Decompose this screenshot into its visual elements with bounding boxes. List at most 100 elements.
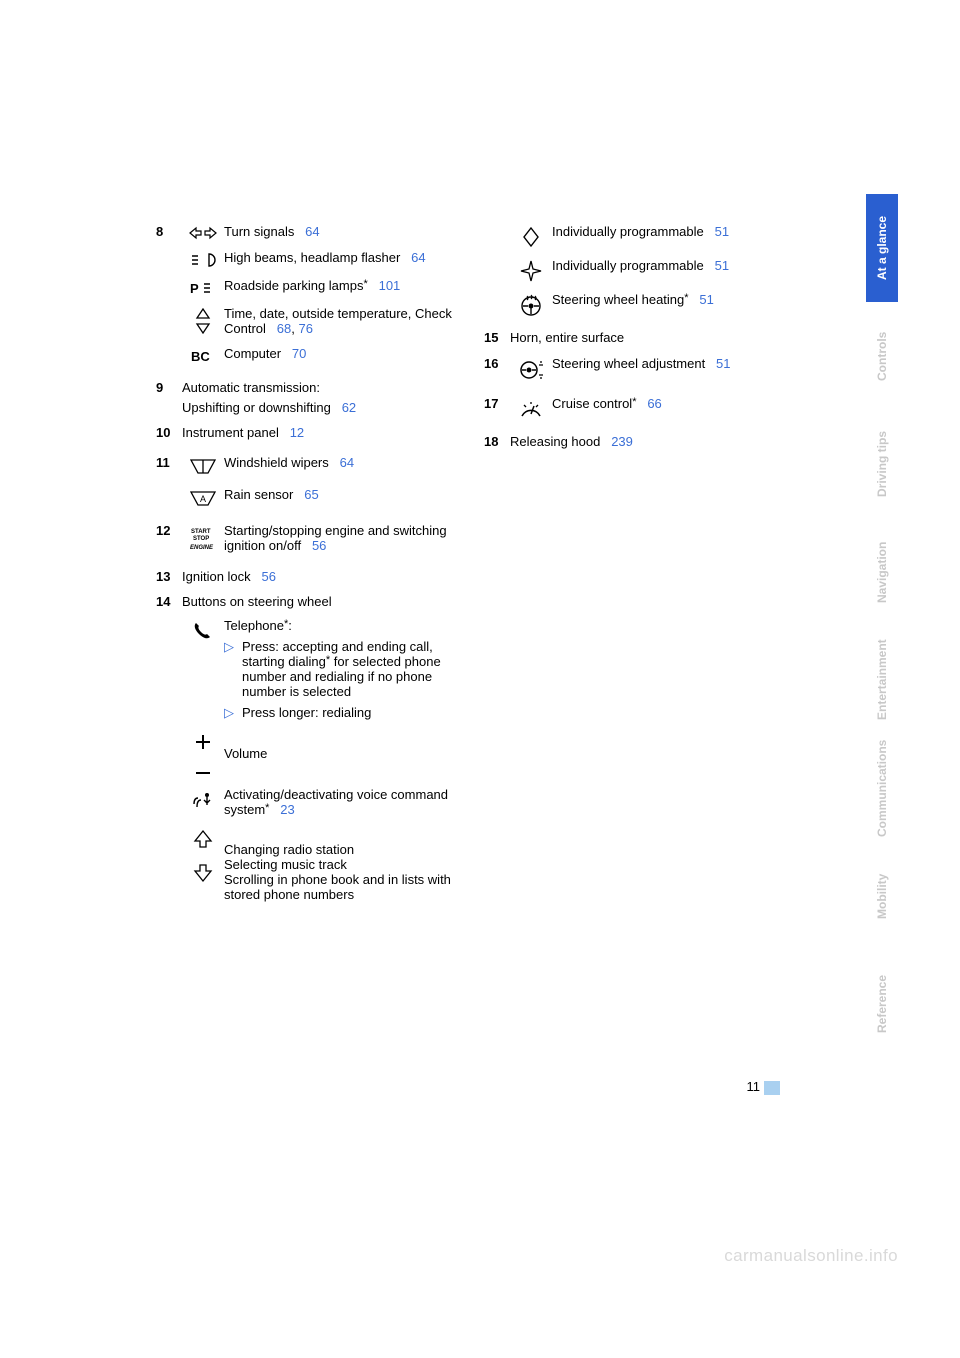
item-11: 11 Windshield wipers 64 A Rain xyxy=(156,455,468,509)
page-ref[interactable]: 64 xyxy=(411,250,425,265)
item-number: 14 xyxy=(156,592,182,612)
page-ref[interactable]: 64 xyxy=(305,224,319,239)
wipers-icon xyxy=(182,455,224,477)
page-ref[interactable]: 68 xyxy=(277,321,291,336)
label: Automatic transmission: xyxy=(182,380,320,395)
item-9: 9 Automatic transmission: Upshifting or … xyxy=(156,378,468,417)
page-ref[interactable]: 239 xyxy=(611,434,633,449)
page-number: 11 xyxy=(747,1079,781,1095)
label: Windshield wipers xyxy=(224,455,329,470)
bullet-text: Press: accepting and ending call, starti… xyxy=(242,639,468,699)
page-ref[interactable]: 56 xyxy=(262,569,276,584)
svg-text:BC: BC xyxy=(191,349,210,364)
page-content: 8 Turn signals 64 High beams, xyxy=(156,224,796,912)
page-ref[interactable]: 101 xyxy=(379,278,401,293)
tab-communications[interactable]: Communications xyxy=(866,734,898,842)
item-number: 11 xyxy=(156,455,182,477)
page-ref[interactable]: 64 xyxy=(340,455,354,470)
watermark: carmanualsonline.info xyxy=(724,1246,898,1266)
text: Steering wheel adjustment 51 xyxy=(552,356,796,382)
bullet-text: Press longer: redialing xyxy=(242,705,371,721)
label: Instrument panel xyxy=(182,425,279,440)
page-ref[interactable]: 51 xyxy=(715,224,729,239)
label: Steering wheel heating xyxy=(552,292,684,307)
volume-plus-minus-icon xyxy=(182,731,224,777)
label: Roadside parking lamps xyxy=(224,278,363,293)
item-14: 14 Buttons on steering wheel xyxy=(156,592,468,612)
steering-wheel-adjust-icon xyxy=(510,356,552,382)
high-beams-icon xyxy=(182,250,224,268)
item-8: 8 Turn signals 64 High beams, xyxy=(156,224,468,364)
label: Starting/stopping engine and switching i… xyxy=(224,523,447,553)
label: Steering wheel adjustment xyxy=(552,356,705,371)
text: Individually programmable 51 xyxy=(552,224,796,248)
text: Activating/deactivating voice command sy… xyxy=(224,787,468,817)
page-ref[interactable]: 76 xyxy=(298,321,312,336)
label: Telephone xyxy=(224,618,284,633)
bullet-icon: ▷ xyxy=(224,639,242,699)
page-ref[interactable]: 12 xyxy=(290,425,304,440)
text: Volume xyxy=(224,731,468,777)
item-16: 16 Steering wheel adjustment 51 xyxy=(484,356,796,382)
up-down-triangles-icon xyxy=(182,306,224,336)
item-number: 15 xyxy=(484,328,510,348)
tab-mobility[interactable]: Mobility xyxy=(866,842,898,950)
svg-text:A: A xyxy=(200,494,206,504)
text: Instrument panel 12 xyxy=(182,423,468,443)
page-ref[interactable]: 23 xyxy=(280,802,294,817)
text: Turn signals 64 xyxy=(224,224,468,240)
tab-driving-tips[interactable]: Driving tips xyxy=(866,410,898,518)
label: Horn, entire surface xyxy=(510,330,624,345)
text: Computer 70 xyxy=(224,346,468,364)
diamond-outline-icon xyxy=(510,224,552,248)
text: Steering wheel heating* 51 xyxy=(552,292,796,318)
label: Changing radio station Selecting music t… xyxy=(224,842,451,902)
label: Cruise control xyxy=(552,396,632,411)
item-number: 10 xyxy=(156,423,182,443)
label: High beams, headlamp flasher xyxy=(224,250,400,265)
label: Rain sensor xyxy=(224,487,293,502)
page-ref[interactable]: 51 xyxy=(699,292,713,307)
page-ref[interactable]: 56 xyxy=(312,538,326,553)
steering-wheel-heat-icon xyxy=(510,292,552,318)
tab-controls[interactable]: Controls xyxy=(866,302,898,410)
four-point-star-icon xyxy=(510,258,552,282)
item-number: 9 xyxy=(156,378,182,417)
tab-navigation[interactable]: Navigation xyxy=(866,518,898,626)
parking-lamps-icon: P xyxy=(182,278,224,296)
text: Cruise control* 66 xyxy=(552,396,796,418)
right-column: Individually programmable 51 Individuall… xyxy=(484,224,796,912)
up-down-arrows-icon xyxy=(182,827,224,883)
tab-entertainment[interactable]: Entertainment xyxy=(866,626,898,734)
label: Individually programmable xyxy=(552,224,704,239)
cruise-control-icon xyxy=(510,396,552,418)
star: * xyxy=(632,396,636,408)
page-ref[interactable]: 66 xyxy=(647,396,661,411)
page-ref[interactable]: 70 xyxy=(292,346,306,361)
text: Horn, entire surface xyxy=(510,328,796,348)
page-ref[interactable]: 65 xyxy=(304,487,318,502)
tab-reference[interactable]: Reference xyxy=(866,950,898,1058)
label: Turn signals xyxy=(224,224,294,239)
item-number: 12 xyxy=(156,523,182,553)
label: Ignition lock xyxy=(182,569,251,584)
page-ref[interactable]: 62 xyxy=(342,400,356,415)
label: Activating/deactivating voice command sy… xyxy=(224,787,448,817)
item-18: 18 Releasing hood 239 xyxy=(484,432,796,452)
start-stop-engine-icon: STARTSTOPENGINE xyxy=(182,523,224,553)
rain-sensor-icon: A xyxy=(182,487,224,509)
item-number: 13 xyxy=(156,567,182,587)
label: Time, date, outside temperature, Check C… xyxy=(224,306,452,336)
text: Releasing hood 239 xyxy=(510,432,796,452)
text: Rain sensor 65 xyxy=(224,487,468,509)
page-ref[interactable]: 51 xyxy=(715,258,729,273)
tab-at-a-glance[interactable]: At a glance xyxy=(866,194,898,302)
item-13: 13 Ignition lock 56 xyxy=(156,567,468,587)
item-12: 12 STARTSTOPENGINE Starting/stopping eng… xyxy=(156,523,468,553)
page-ref[interactable]: 51 xyxy=(716,356,730,371)
item-14-sub: Telephone*: ▷ Press: accepting and endin… xyxy=(156,618,468,902)
label: Buttons on steering wheel xyxy=(182,594,332,609)
page-number-mark xyxy=(764,1081,780,1095)
svg-text:P: P xyxy=(190,281,199,296)
item-number: 16 xyxy=(484,356,510,382)
